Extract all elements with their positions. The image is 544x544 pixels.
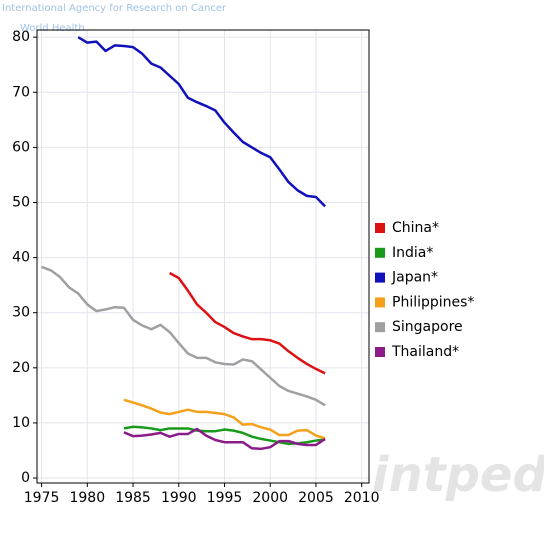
x-tick-label: 2010 bbox=[344, 490, 380, 506]
legend-swatch bbox=[375, 247, 385, 258]
y-tick-label: 60 bbox=[12, 139, 30, 155]
x-tick-label: 2000 bbox=[252, 490, 288, 506]
legend-swatch bbox=[375, 347, 385, 357]
series-line bbox=[77, 36, 326, 208]
legend-label: Thailand* bbox=[391, 344, 459, 360]
y-tick-label: 30 bbox=[12, 305, 30, 321]
legend-swatch bbox=[375, 297, 385, 308]
legend-label: Japan* bbox=[391, 270, 438, 286]
series-line bbox=[123, 398, 326, 440]
y-tick-label: 50 bbox=[12, 194, 30, 210]
y-tick-label: 20 bbox=[12, 360, 30, 376]
series-line bbox=[123, 425, 326, 446]
x-tick-label: 2005 bbox=[298, 490, 334, 506]
y-tick-label: 0 bbox=[21, 470, 30, 486]
y-tick-label: 40 bbox=[12, 250, 30, 266]
series-line bbox=[169, 271, 326, 375]
legend-swatch bbox=[375, 272, 385, 283]
x-tick-label: 1985 bbox=[115, 490, 151, 506]
legend-label: Philippines* bbox=[392, 294, 474, 310]
source-subtext: World Health bbox=[20, 23, 85, 34]
x-tick-label: 1975 bbox=[24, 490, 60, 506]
legend-label: India* bbox=[392, 245, 433, 261]
x-tick-label: 1980 bbox=[69, 490, 105, 506]
legend-swatch bbox=[375, 322, 385, 333]
y-tick-label: 10 bbox=[12, 415, 30, 431]
y-tick-label: 80 bbox=[12, 29, 30, 45]
y-tick-label: 70 bbox=[12, 84, 30, 100]
legend-label: Singapore bbox=[392, 319, 463, 335]
legend-label: China* bbox=[392, 220, 439, 236]
series-line bbox=[123, 427, 326, 451]
source-text: International Agency for Research on Can… bbox=[2, 3, 227, 14]
series-line bbox=[41, 265, 326, 407]
x-tick-label: 1990 bbox=[161, 490, 197, 506]
plot-frame bbox=[36, 29, 370, 484]
watermark: intpedia bbox=[372, 447, 544, 503]
x-tick-label: 1995 bbox=[207, 490, 243, 506]
legend-swatch bbox=[375, 223, 385, 233]
